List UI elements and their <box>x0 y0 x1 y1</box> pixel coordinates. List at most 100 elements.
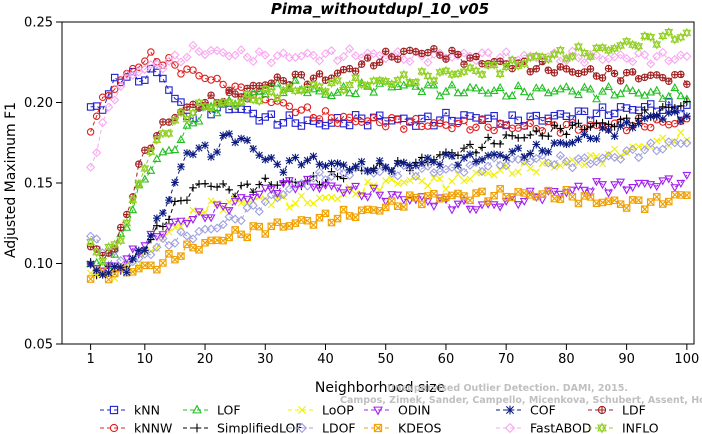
data-point <box>519 58 529 69</box>
data-point <box>333 69 342 78</box>
data-point <box>562 120 571 129</box>
data-point <box>189 243 197 252</box>
data-point <box>159 259 167 267</box>
data-point <box>400 203 408 211</box>
data-point <box>549 49 559 60</box>
data-point <box>543 158 553 168</box>
data-point <box>556 161 564 170</box>
data-point <box>610 43 620 54</box>
data-point <box>435 91 445 100</box>
data-point <box>634 119 643 128</box>
data-point <box>567 51 577 62</box>
data-point <box>501 61 511 72</box>
data-point <box>496 166 504 174</box>
data-point <box>580 161 589 169</box>
data-point <box>429 202 439 211</box>
data-point <box>556 124 565 133</box>
data-point <box>333 214 342 223</box>
x-tick-label: 40 <box>317 352 334 367</box>
data-point <box>248 56 258 66</box>
data-point <box>513 201 523 210</box>
data-point <box>375 156 384 165</box>
data-point <box>333 75 342 86</box>
data-point <box>273 121 282 129</box>
data-point <box>472 123 480 132</box>
data-point <box>279 119 288 127</box>
data-point <box>272 189 282 199</box>
data-point <box>381 122 390 131</box>
data-point <box>333 87 342 96</box>
data-point <box>550 69 559 77</box>
data-point <box>508 111 516 119</box>
x-tick-label: 10 <box>137 352 154 367</box>
data-point <box>171 197 179 206</box>
data-point <box>344 170 355 180</box>
data-point <box>213 74 221 83</box>
data-point <box>453 68 463 79</box>
data-point <box>176 57 186 67</box>
data-point <box>140 64 150 74</box>
data-point <box>345 186 355 195</box>
data-point <box>327 91 336 100</box>
data-point <box>411 161 420 170</box>
data-point <box>399 80 409 89</box>
data-point <box>213 183 221 191</box>
legend-label: LDF <box>622 403 646 418</box>
data-point <box>526 164 534 172</box>
legend-marker <box>597 422 607 434</box>
data-point <box>664 175 674 184</box>
data-point <box>165 250 173 258</box>
data-point <box>237 134 246 143</box>
data-point <box>454 189 462 198</box>
data-point <box>296 85 306 96</box>
data-point <box>567 163 578 173</box>
data-point <box>477 85 487 94</box>
data-point <box>339 189 349 198</box>
data-point <box>682 51 692 62</box>
data-point <box>502 153 511 162</box>
data-point <box>604 126 613 134</box>
data-point <box>460 192 468 200</box>
data-point <box>531 153 541 164</box>
data-point <box>243 105 251 114</box>
data-point <box>628 123 637 132</box>
data-point <box>586 51 595 62</box>
data-point <box>278 180 288 189</box>
data-point <box>556 63 565 71</box>
data-point <box>152 134 162 145</box>
data-point <box>152 233 162 242</box>
data-point <box>339 85 349 96</box>
data-point <box>634 196 643 204</box>
data-point <box>267 201 275 209</box>
data-point <box>477 201 487 210</box>
data-point <box>460 60 468 68</box>
data-point <box>200 101 210 112</box>
data-point <box>424 112 432 121</box>
data-point <box>272 78 282 87</box>
data-point <box>496 184 504 193</box>
data-point <box>526 68 535 76</box>
data-point <box>303 216 312 225</box>
data-point <box>363 121 372 130</box>
data-point <box>477 69 487 80</box>
data-point <box>412 114 420 123</box>
data-point <box>134 253 144 263</box>
data-point <box>146 146 156 157</box>
data-point <box>418 49 426 58</box>
data-point <box>159 222 167 231</box>
data-point <box>182 231 192 241</box>
data-point <box>448 177 456 185</box>
data-point <box>357 157 366 166</box>
data-point <box>538 159 546 167</box>
data-point <box>592 135 601 143</box>
data-point <box>568 138 577 147</box>
data-point <box>567 46 578 56</box>
data-point <box>309 221 318 229</box>
data-point <box>279 76 288 85</box>
data-point <box>279 192 287 200</box>
data-point <box>658 47 668 57</box>
data-point <box>321 209 330 218</box>
data-point <box>285 156 294 165</box>
data-point <box>387 168 397 178</box>
data-point <box>110 85 119 93</box>
